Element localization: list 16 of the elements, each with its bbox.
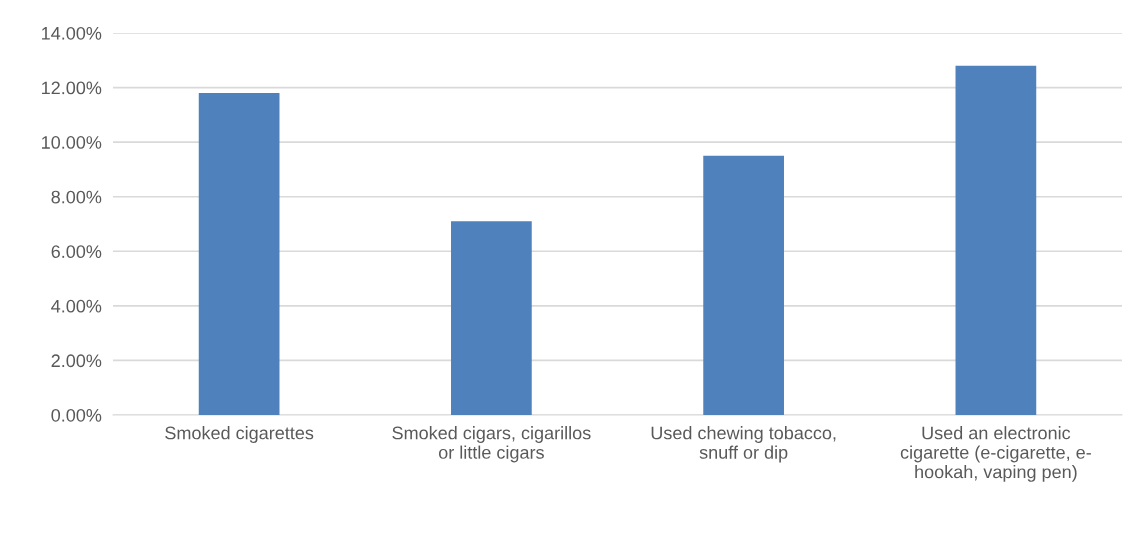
y-tick-label: 0.00% — [51, 408, 102, 422]
bar — [955, 65, 1037, 415]
x-tick-label: Smoked cigars, cigarillos or little cigars — [392, 426, 591, 463]
y-tick-label: 2.00% — [51, 354, 102, 368]
bar — [703, 155, 784, 415]
y-tick-label: 4.00% — [51, 299, 102, 313]
y-tick-label: 12.00% — [42, 81, 102, 95]
y-tick-label: 8.00% — [51, 190, 102, 204]
y-tick-label: 10.00% — [42, 136, 102, 149]
x-tick-label: Used chewing tobacco, snuff or dip — [651, 426, 836, 463]
x-tick-label: Used an electronic cigarette (e-cigarette, e- hookah, vaping pen) — [900, 426, 1091, 482]
y-tick-label: 6.00% — [51, 245, 102, 259]
bar — [451, 221, 532, 415]
bar — [198, 93, 280, 415]
y-tick-label: 14.00% — [42, 26, 102, 40]
x-tick-label: Smoked cigarettes — [165, 426, 314, 443]
